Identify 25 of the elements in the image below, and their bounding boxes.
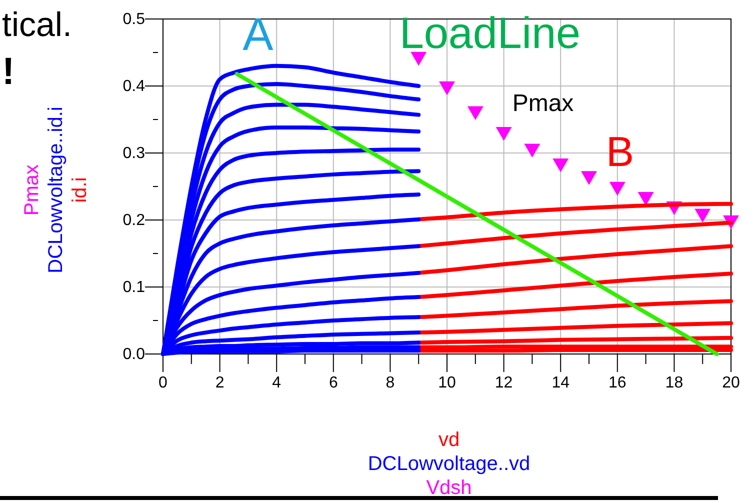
x-tick-label: 16 [608,374,626,392]
x-tick-label: 18 [665,374,684,392]
annotation: Pmax [512,90,574,117]
x-axis-title: vd DCLowvoltage..vd Vdsh [368,429,530,499]
x-tick-label: 14 [552,374,570,392]
annotation: LoadLine [399,9,581,58]
x-tick-label: 4 [272,374,282,392]
y-axis-title: Pmax DCLowvoltage..id.i id.i [21,106,91,274]
y-tick-label: 0.0 [122,346,146,364]
annotation: A [242,8,274,60]
y-tick-label: 0.4 [122,78,146,96]
y-tick-label: 0.2 [122,212,146,230]
annotation: B [606,128,634,175]
y-tick-label: 0.5 [122,11,146,28]
text: tical. [2,6,72,44]
y-tick-label: 0.3 [122,145,146,162]
x-tick-label: 8 [386,374,395,392]
y-tick-label: 0.1 [122,279,146,296]
x-tick-label: 0 [158,374,168,392]
x-tick-label: 12 [494,374,513,392]
x-tick-label: 2 [215,374,224,392]
x-tick-label: 20 [722,374,740,392]
x-tick-label: 6 [328,374,338,392]
text: ! [2,51,15,93]
x-tick-label: 10 [438,374,456,392]
